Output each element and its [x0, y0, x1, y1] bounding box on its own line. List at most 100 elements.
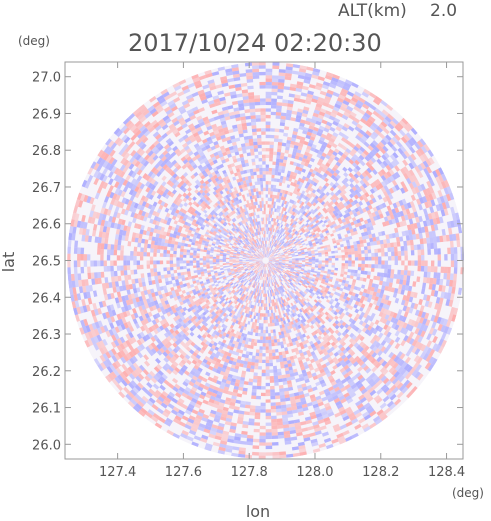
radar-cell: [227, 290, 232, 294]
radar-cell: [381, 260, 385, 265]
radar-cell: [268, 210, 271, 215]
radar-cell: [153, 264, 157, 269]
radar-cell: [286, 248, 290, 252]
radar-cell: [393, 273, 398, 279]
radar-cell: [261, 372, 266, 377]
radar-cell: [233, 226, 237, 230]
radar-cell: [275, 395, 281, 400]
radar-cell: [271, 168, 276, 172]
radar-cell: [254, 181, 258, 186]
radar-cell: [298, 291, 303, 295]
radar-cell: [226, 250, 231, 253]
radar-cell: [272, 250, 275, 254]
radar-cell: [269, 207, 272, 212]
radar-cell: [295, 260, 299, 262]
radar-cell: [268, 261, 272, 264]
radar-cell: [266, 273, 268, 278]
radar-cell: [231, 228, 235, 232]
radar-cell: [231, 271, 235, 275]
radar-cell: [250, 270, 253, 274]
radar-cell: [266, 250, 268, 255]
radar-cell: [309, 288, 314, 292]
radar-cell: [379, 276, 384, 282]
radar-cell: [256, 221, 259, 226]
radar-cell: [249, 257, 253, 259]
radar-cell: [280, 398, 286, 402]
radar-cell: [404, 265, 408, 271]
radar-cell: [293, 249, 298, 252]
radar-cell: [257, 141, 262, 145]
radar-cell: [237, 285, 241, 290]
radar-cell: [269, 272, 272, 277]
radar-cell: [290, 251, 295, 254]
radar-cell: [341, 263, 345, 267]
radar-cell: [136, 251, 141, 257]
radar-cell: [353, 272, 358, 277]
radar-cell: [258, 207, 261, 212]
radar-cell: [263, 254, 265, 258]
radar-cell: [241, 248, 245, 252]
radar-cell: [288, 264, 292, 267]
radar-cell: [217, 271, 222, 275]
radar-cell: [257, 245, 260, 250]
radar-cell: [244, 244, 248, 247]
radar-cell: [257, 264, 261, 267]
radar-cell: [225, 297, 229, 301]
radar-cell: [259, 269, 262, 273]
radar-cell: [260, 181, 263, 185]
radar-cell: [267, 204, 270, 208]
radar-cell: [243, 226, 247, 231]
radar-cell: [250, 265, 254, 268]
radar-cell: [223, 221, 228, 226]
radar-cell: [182, 260, 187, 264]
radar-cell: [268, 257, 272, 260]
radar-cell: [251, 237, 255, 241]
radar-cell: [244, 268, 248, 271]
radar-cell: [209, 254, 214, 257]
radar-cell: [269, 265, 272, 269]
radar-cell: [216, 257, 220, 259]
radar-cell: [270, 214, 273, 218]
radar-cell: [258, 227, 261, 232]
radar-cell: [254, 359, 259, 363]
radar-cell: [264, 293, 266, 297]
radar-cell: [260, 187, 264, 192]
radar-cell: [262, 167, 266, 172]
radar-cell: [244, 294, 248, 299]
radar-cell: [397, 255, 402, 261]
radar-cell: [253, 264, 257, 266]
radar-cell: [259, 252, 262, 256]
radar-cell: [230, 268, 234, 271]
radar-cell: [276, 291, 280, 295]
radar-cell: [179, 260, 183, 264]
radar-cell: [290, 242, 295, 246]
radar-cell: [254, 253, 258, 256]
radar-cell: [271, 238, 273, 242]
radar-cell: [287, 289, 291, 293]
radar-cell: [280, 296, 284, 301]
radar-cell: [133, 251, 137, 256]
radar-cell: [270, 241, 272, 245]
radar-cell: [274, 278, 277, 282]
radar-cell: [290, 226, 294, 231]
radar-cell: [248, 278, 252, 282]
radar-cell: [269, 269, 272, 273]
radar-cell: [252, 249, 256, 252]
radar-cell: [247, 273, 251, 276]
radar-cell: [264, 270, 265, 274]
radar-cell: [253, 144, 258, 149]
radar-cell: [202, 258, 207, 261]
radar-cell: [281, 276, 285, 280]
radar-cell: [241, 293, 245, 297]
radar-cell: [255, 349, 260, 353]
radar-cell: [265, 200, 268, 205]
radar-cell: [245, 218, 249, 222]
radar-cell: [291, 265, 295, 267]
radar-cell: [245, 221, 249, 226]
radar-cell: [192, 257, 197, 261]
radar-cell: [274, 135, 279, 139]
radar-cell: [407, 260, 412, 266]
radar-cell: [245, 287, 249, 292]
radar-cell: [250, 290, 254, 295]
radar-cell: [228, 296, 233, 300]
